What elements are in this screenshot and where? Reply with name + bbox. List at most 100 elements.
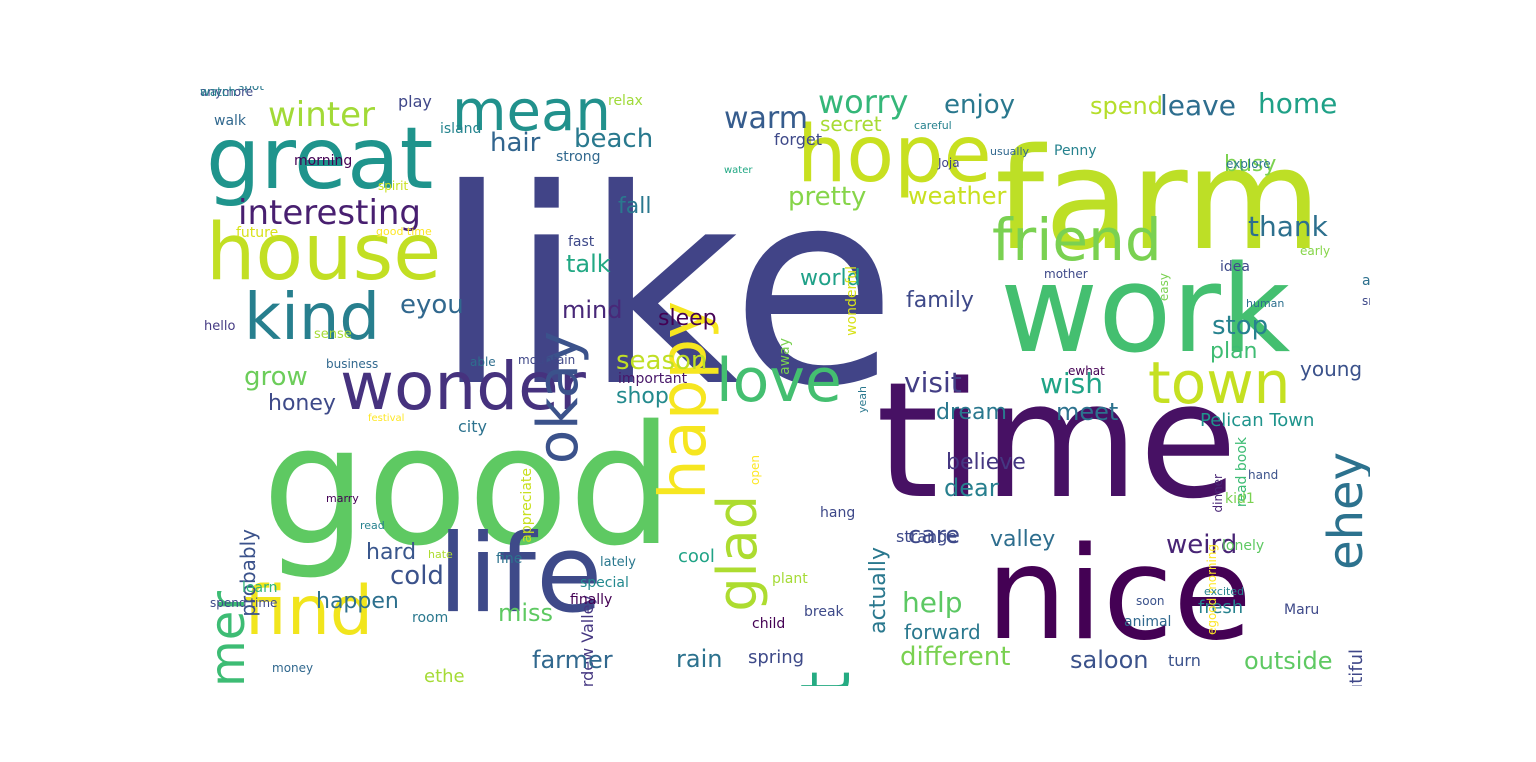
cloud-word: animal [1124,614,1172,630]
cloud-word: night [787,671,866,686]
cloud-word: home [1258,87,1338,120]
cloud-word: work [1000,241,1291,380]
cloud-word: beautiful [1346,649,1367,686]
cloud-word: friend [992,206,1162,274]
cloud-word: spend time [210,596,278,610]
cloud-word: good time [376,225,432,238]
cloud-word: dream [936,400,1007,425]
cloud-word: break [804,604,844,620]
cloud-word: ehey [1318,452,1370,570]
cloud-word: dinner [1211,474,1225,513]
cloud-word: season [616,346,708,376]
cloud-word: Joja [938,156,960,170]
cloud-word: yeah [856,386,869,413]
cloud-word: care [908,521,961,549]
cloud-word: family [906,288,974,313]
cloud-word: hope [797,110,992,200]
cloud-word: forward [904,620,981,644]
cloud-word: business [326,357,379,371]
cloud-word: farm [995,119,1322,282]
cloud-word: wonder [340,348,586,425]
cloud-word: wonderful [844,266,860,336]
cloud-word: forget [774,130,822,149]
cloud-word: snow [1362,294,1370,308]
cloud-word: Penny [1054,143,1097,159]
cloud-word: fall [618,194,652,219]
cloud-word: mean [452,86,611,144]
cloud-word: hand [1248,468,1279,482]
cloud-word: town [1148,349,1291,417]
cloud-word: fresh [1198,597,1244,618]
cloud-word: relax [608,93,643,109]
cloud-word: find [244,572,374,651]
cloud-word: plant [772,571,808,587]
cloud-word: different [900,642,1011,672]
cloud-word: meet [1056,398,1119,426]
cloud-word: glad [706,495,769,612]
cloud-word: sense [314,327,352,342]
cloud-word: walk [214,113,247,129]
cloud-word: worry [818,86,909,121]
cloud-word: dear [944,474,999,502]
cloud-word: kind [244,281,381,355]
cloud-word: fast [568,234,595,250]
cloud-word: weather [908,182,1007,210]
cloud-word: sleep [658,306,717,331]
cloud-word: mountain [518,353,576,367]
cloud-word: hello [204,319,236,334]
cloud-word: great [206,109,434,209]
cloud-word: away [777,338,793,375]
cloud-word: idea [1220,259,1250,275]
cloud-word: outside [1244,647,1333,675]
cloud-word: interesting [238,193,422,233]
cloud-word: leave [1160,89,1236,122]
cloud-word: spend [1090,92,1163,120]
cloud-word: strong [556,149,601,165]
cloud-word: okay [526,331,591,465]
cloud-word: early [1300,244,1331,258]
cloud-word: weird [1166,530,1238,560]
cloud-word: good [262,390,674,582]
cloud-word: house [206,208,442,298]
cloud-word: time [876,347,1238,534]
cloud-word: thank [1248,210,1328,243]
cloud-word: actually [866,547,891,634]
cloud-word: usually [990,145,1030,158]
cloud-word: shop [616,384,669,409]
cloud-word: kid1 [1225,491,1255,507]
cloud-word: help [902,586,963,619]
cloud-word: appreciate [519,468,535,543]
cloud-word: winter [268,95,376,135]
cloud-word: mind [562,296,623,324]
cloud-word: mother [1044,267,1088,281]
cloud-word: visit [904,366,962,399]
cloud-word: child [752,616,786,632]
cloud-word: hard [366,540,417,565]
cloud-word: world [800,266,861,291]
cloud-word: strange [896,527,958,546]
cloud-word: hate [428,548,453,561]
cloud-word: fine [496,551,523,567]
cloud-word: future [236,225,279,241]
cloud-word: honey [268,391,336,416]
cloud-word: young [1300,357,1363,381]
cloud-word: lonely [1222,538,1265,554]
cloud-word: life [438,512,603,637]
cloud-word: believe [946,450,1026,475]
cloud-word: important [618,371,688,387]
cloud-word: eyou [400,290,464,320]
word-cloud: like good time farm work nice life house great ho… [200,86,1370,686]
cloud-word: anymore [200,86,254,99]
cloud-word: room [412,610,449,626]
cloud-word: plan [1210,339,1258,364]
cloud-word: happen [316,589,399,614]
cloud-word: Pelican Town [1200,410,1315,431]
cloud-word: farmer [532,646,613,674]
cloud-word: open [748,455,762,485]
cloud-word: spirit [378,179,409,193]
cloud-word: excited [1204,585,1245,598]
cloud-word: cool [678,546,715,567]
cloud-word: learn [242,580,278,596]
cloud-word: explore [1226,157,1271,171]
cloud-word: rain [676,645,723,673]
